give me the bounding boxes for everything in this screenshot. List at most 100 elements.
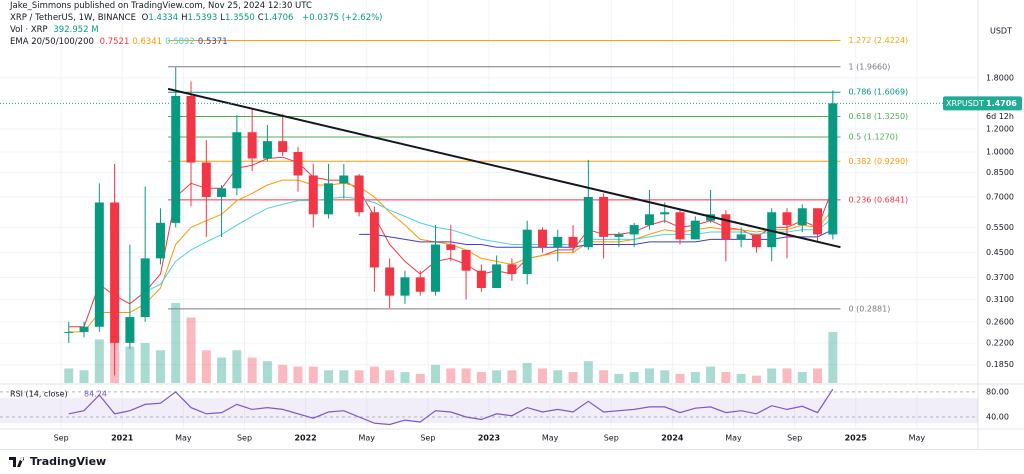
y-tick-label: 0.7000: [986, 192, 1014, 201]
candle-body: [644, 214, 654, 226]
volume-bar: [767, 368, 777, 383]
volume-bar: [155, 350, 165, 383]
ohlc: O1.4334 H1.5393 L1.3550 C1.4706: [142, 13, 297, 23]
candle-body: [446, 244, 456, 250]
volume-label: Vol · XRP: [10, 25, 48, 35]
volume-bar: [721, 372, 731, 383]
axis-unit: USDT: [990, 27, 1012, 36]
candle-body: [492, 264, 502, 288]
candle-body: [155, 222, 165, 259]
candle-body: [308, 175, 318, 215]
volume-bar: [797, 372, 807, 383]
price-countdown: 6d 12h: [986, 112, 1014, 121]
volume-bar: [339, 370, 349, 383]
ohlc-key: H: [181, 13, 188, 23]
volume-bar: [522, 363, 532, 383]
volume-bar: [247, 357, 257, 383]
fib-label: 0.236 (0.6841): [848, 195, 908, 204]
volume-bar: [140, 343, 150, 383]
y-tick-label: 0.4500: [986, 248, 1014, 257]
candle-body: [568, 236, 578, 248]
y-tick-label: 0.3100: [986, 295, 1014, 304]
ohlc-key: C: [257, 13, 264, 23]
candle-body: [217, 188, 227, 197]
x-tick-label: May: [358, 434, 375, 443]
candle-body: [599, 196, 609, 237]
volume-bar: [492, 370, 502, 383]
symbol-title: XRP / TetherUS, 1W, BINANCE: [10, 13, 136, 23]
candle-body: [736, 234, 746, 240]
x-tick-label: Sep: [420, 434, 435, 443]
x-tick-label: Sep: [237, 434, 252, 443]
volume-bar: [94, 339, 104, 383]
x-tick-label: 2025: [845, 434, 868, 443]
candle-body: [339, 175, 349, 184]
rsi-line: [68, 388, 834, 426]
volume-bar: [431, 364, 441, 383]
y-tick-label: 0.1850: [986, 360, 1014, 369]
ema-value: 0.6341: [132, 37, 163, 47]
volume-value: 392.952 M: [53, 25, 99, 35]
price-value: 1.4706: [986, 99, 1017, 108]
y-tick-label: 0.2200: [986, 338, 1014, 347]
x-tick-label: 2023: [478, 434, 500, 443]
volume-bar: [125, 346, 135, 383]
volume-bar: [736, 373, 746, 383]
candle-body: [94, 202, 104, 327]
ohlc-key: L: [220, 13, 226, 23]
fib-label: 0 (0.2881): [848, 304, 890, 313]
candle-body: [79, 326, 89, 332]
x-tick-label: May: [542, 434, 559, 443]
volume-bar: [507, 370, 517, 383]
price-symbol: XRPUSDT: [946, 99, 984, 108]
volume-bar: [629, 372, 639, 383]
volume-legend: Vol · XRP 392.952 M: [10, 25, 102, 35]
y-tick-label: 1.8000: [986, 73, 1014, 82]
volume-bar: [369, 366, 379, 383]
volume-bar: [308, 366, 318, 383]
volume-bar: [675, 373, 685, 383]
candle-body: [400, 277, 410, 296]
x-tick-label: Sep: [787, 434, 802, 443]
ema-values: 0.7521 0.6341 0.5892 0.5371: [100, 37, 231, 47]
volume-bar: [186, 317, 196, 383]
rsi-label: RSI (14, close): [10, 390, 68, 399]
y-tick-label: 0.2600: [986, 317, 1014, 326]
fib-label: 0.382 (0.9290): [848, 157, 908, 166]
candle-body: [262, 141, 272, 159]
ema-value: 0.5892: [165, 37, 195, 47]
publisher: Jake_Simmons published on TradingView.co…: [10, 1, 312, 11]
candle-body: [140, 258, 150, 318]
symbol-legend: XRP / TetherUS, 1W, BINANCE O1.4334 H1.53…: [10, 13, 386, 23]
volume-bar: [278, 364, 288, 383]
candle-body: [64, 331, 74, 333]
volume-bar: [217, 357, 227, 383]
volume-bar: [262, 361, 272, 383]
volume-bar: [751, 375, 761, 383]
footer-brand: TradingView: [30, 455, 107, 468]
volume-bar: [171, 303, 181, 383]
candle-body: [721, 214, 731, 240]
fib-label: 0.5 (1.1270): [848, 132, 898, 141]
logo: [9, 457, 25, 467]
price-tag: [943, 96, 1022, 111]
volume-bar: [415, 373, 425, 383]
ohlc-value: 1.4706: [263, 13, 294, 23]
candle-body: [828, 103, 838, 235]
candle-body: [232, 132, 242, 189]
volume-bar: [690, 372, 700, 383]
candle-body: [324, 183, 334, 215]
volume-bar: [293, 366, 303, 383]
volume-bar: [644, 368, 654, 383]
volume-bar: [64, 368, 74, 383]
volume-bar: [782, 368, 792, 383]
y-tick-label: 0.5500: [986, 223, 1014, 232]
candle-body: [201, 162, 211, 197]
candle-body: [461, 249, 471, 271]
candle-body: [553, 236, 563, 248]
x-tick-label: Sep: [604, 434, 619, 443]
candle-body: [537, 229, 547, 248]
change: +0.0375 (+2.62%): [302, 13, 383, 23]
fib-label: 0.618 (1.3250): [848, 112, 908, 121]
